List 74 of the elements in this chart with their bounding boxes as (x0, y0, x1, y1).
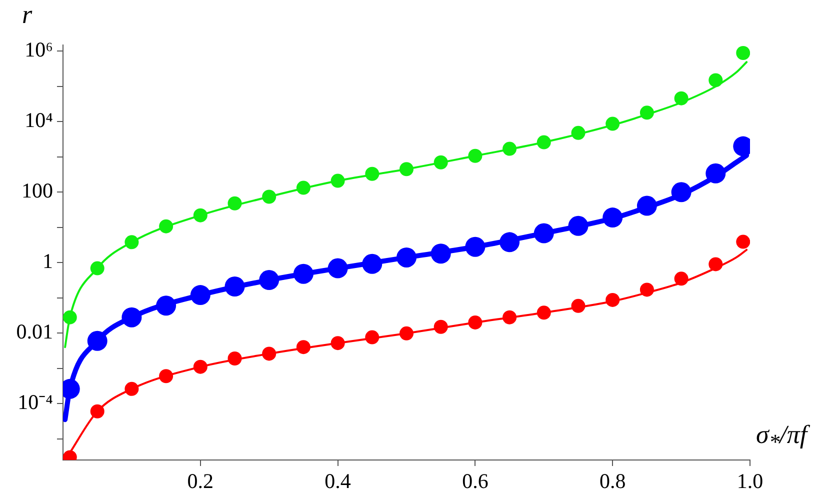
point (259, 270, 280, 290)
point (193, 360, 208, 374)
point (190, 285, 210, 306)
point (159, 369, 174, 384)
y-tick-label: 100 (22, 178, 53, 203)
point (568, 216, 588, 236)
point (674, 272, 688, 286)
line-series (63, 61, 748, 348)
point (228, 196, 242, 210)
point (87, 330, 108, 351)
x-tick-label: 0.8 (599, 469, 626, 494)
y-tick-label: 10⁴ (24, 108, 53, 132)
point (262, 346, 276, 361)
x-tick-label: 1.0 (736, 469, 764, 494)
point (636, 196, 657, 216)
point (156, 296, 176, 316)
point (736, 46, 750, 60)
point (708, 257, 723, 272)
point (328, 258, 348, 278)
point (330, 174, 345, 188)
point (193, 208, 208, 222)
point (671, 182, 692, 202)
point (400, 162, 414, 176)
point (571, 126, 586, 140)
point (468, 148, 482, 163)
point (296, 340, 310, 354)
y-tick-label: 0.01 (16, 320, 53, 344)
point (502, 142, 517, 156)
x-tick-label: 0.4 (324, 469, 352, 494)
point (500, 232, 520, 252)
point (706, 163, 726, 184)
point (224, 276, 245, 296)
point (534, 223, 554, 244)
point (400, 326, 414, 340)
x-axis-title: σ$_{*}$/πf (756, 420, 808, 456)
point (434, 320, 448, 334)
point (708, 73, 723, 88)
point (330, 336, 345, 350)
point (63, 310, 77, 324)
point (640, 282, 654, 297)
point (606, 116, 620, 131)
point (674, 91, 688, 106)
point (362, 254, 382, 274)
point (602, 208, 623, 228)
point (90, 404, 104, 418)
y-tick-label: 10⁻⁴ (18, 390, 53, 414)
y-tick-label: 1 (42, 249, 53, 274)
point (90, 261, 104, 276)
point (396, 247, 416, 268)
point (640, 106, 654, 120)
point (468, 315, 482, 330)
point (159, 219, 174, 234)
point (293, 264, 314, 284)
point (365, 330, 380, 344)
x-tick-label: 0.6 (462, 469, 488, 494)
x-tick-label: 0.2 (187, 469, 214, 494)
point (571, 298, 586, 313)
point (465, 236, 486, 257)
point (262, 190, 276, 204)
point (536, 135, 551, 150)
point (606, 292, 620, 307)
point (536, 306, 551, 320)
point (430, 244, 451, 264)
point (502, 310, 517, 324)
point (434, 155, 448, 170)
point (228, 351, 242, 366)
point (365, 166, 380, 181)
point (736, 234, 750, 249)
y-axis-title: r (22, 0, 32, 30)
y-tick-label: 10⁶ (24, 38, 53, 62)
point (296, 180, 310, 195)
point (124, 235, 139, 250)
point (124, 382, 139, 396)
point (122, 307, 142, 328)
